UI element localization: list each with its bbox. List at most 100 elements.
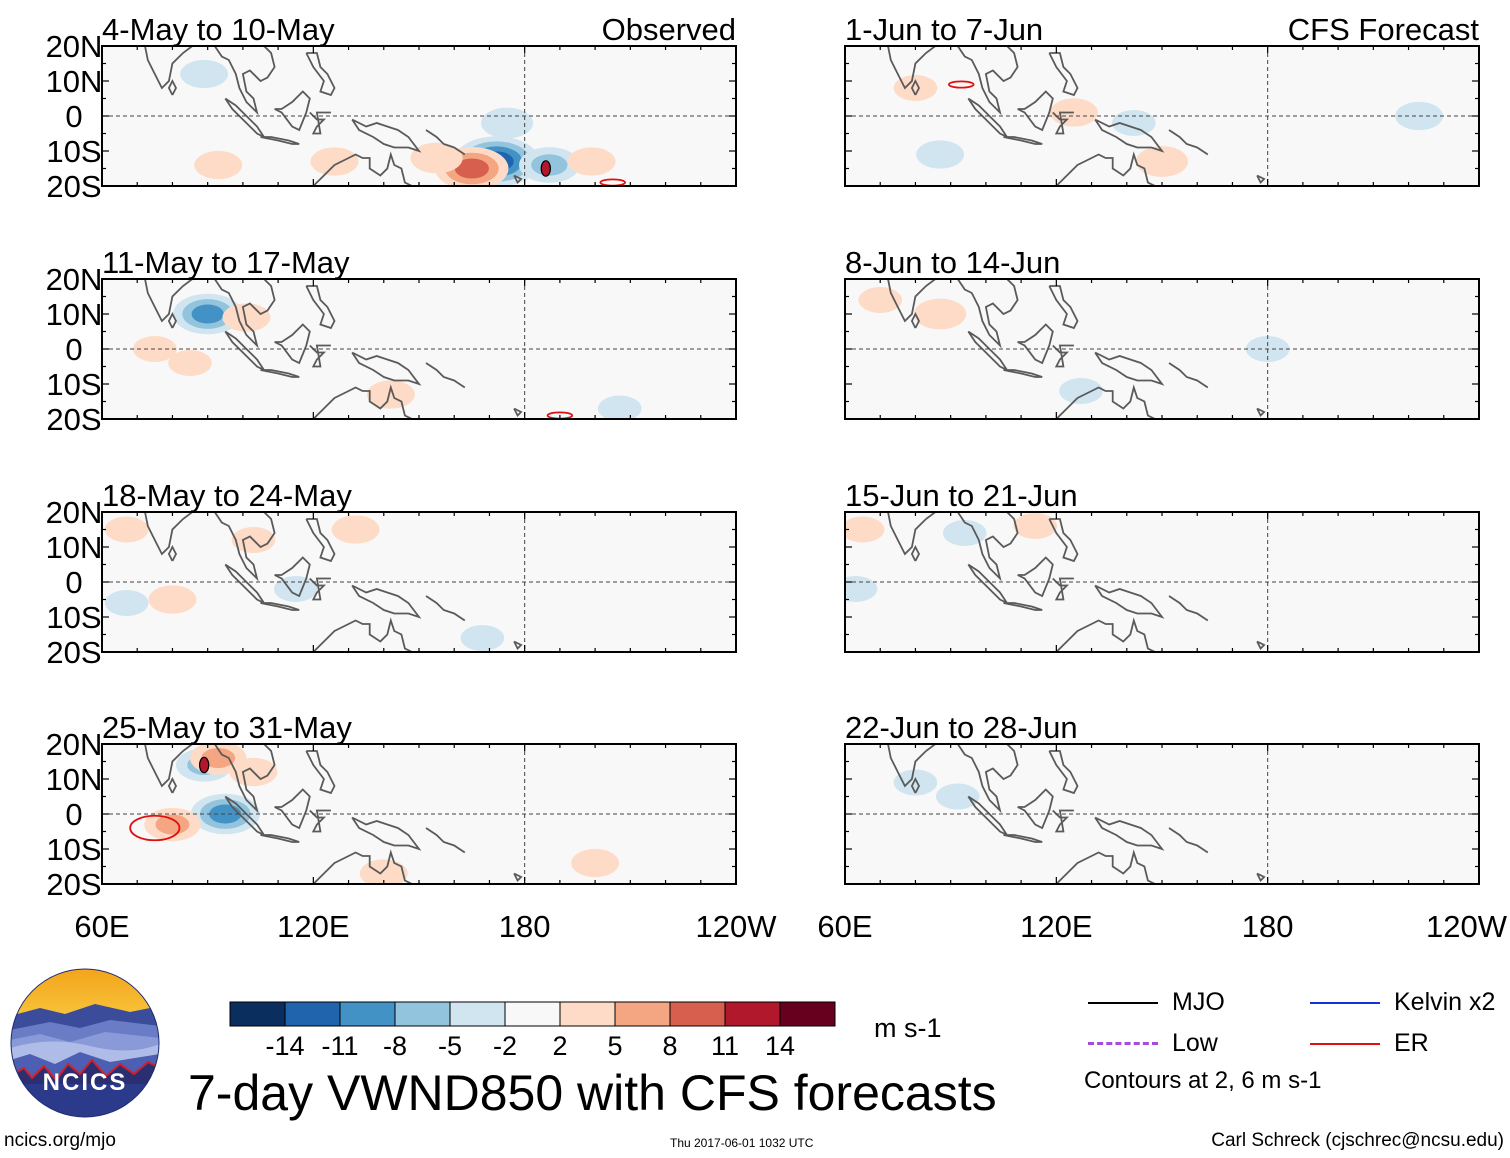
- colorbar-tick-label: -5: [438, 1031, 462, 1061]
- coastline-segment: [1056, 29, 1063, 40]
- y-tick-label: 20N: [46, 727, 103, 762]
- anomaly-field: [104, 515, 505, 651]
- legend-item-er: ER: [1310, 1029, 1429, 1058]
- coastline-segment: [910, 777, 921, 794]
- coastline-segment: [311, 617, 414, 652]
- x-tick-label: 120W: [1426, 909, 1508, 944]
- x-tick-label: 60E: [74, 909, 129, 944]
- coastline-segment: [1094, 351, 1165, 386]
- coastline-segment: [305, 750, 336, 795]
- anomaly-blob: [222, 303, 271, 332]
- anomaly-blob: [914, 298, 967, 330]
- colorbar-tick-label: 2: [552, 1031, 567, 1061]
- coastline-segment: [1256, 407, 1266, 418]
- coastline: [144, 46, 523, 186]
- y-tick-label: 20S: [46, 169, 101, 204]
- anomaly-field: [893, 75, 1444, 177]
- legend-line-kelvin: [1310, 1001, 1380, 1004]
- colorbar-swatch: [339, 1001, 396, 1027]
- coastline-segment: [274, 788, 311, 830]
- coastline-segment: [1054, 384, 1157, 419]
- coastline: [887, 512, 1266, 652]
- anomaly-blob: [935, 783, 980, 810]
- anomaly-blob: [331, 515, 380, 544]
- legend-item-mjo: MJO: [1088, 988, 1225, 1017]
- anomaly-blob: [148, 585, 197, 614]
- coastline-segment: [274, 556, 311, 598]
- coastline-segment: [311, 849, 414, 884]
- coastline-segment: [309, 577, 331, 601]
- coastline-segment: [1256, 640, 1266, 651]
- coastline-segment: [305, 518, 336, 563]
- coastline-segment: [144, 744, 276, 814]
- anomaly-blob: [410, 142, 463, 174]
- anomaly-blob: [893, 75, 938, 101]
- anomaly-blob: [104, 516, 149, 543]
- ncics-logo: NCICS: [10, 968, 160, 1118]
- coastline-segment: [167, 777, 178, 794]
- anomaly-field: [180, 59, 626, 186]
- coastline-segment: [472, 656, 479, 660]
- coastline-segment: [351, 118, 422, 153]
- coastline: [144, 279, 523, 427]
- main-title: 7-day VWND850 with CFS forecasts: [188, 1065, 997, 1121]
- coastline-segment: [1003, 834, 1043, 843]
- colorbar: -14 -11 -8 -5 -2 2 5 8 11 14: [229, 1001, 836, 1061]
- contour-er: [948, 80, 975, 89]
- coastline-segment: [513, 174, 523, 185]
- coastline-segment: [1094, 118, 1165, 153]
- x-tick-label: 180: [499, 909, 551, 944]
- panel-title: 4-May to 10-May: [102, 12, 335, 47]
- coastline-segment: [513, 640, 523, 651]
- contour-er: [129, 814, 181, 842]
- contour-mjo: [540, 160, 551, 177]
- map-panel: 8-Jun to 14-Jun: [844, 245, 1480, 420]
- anomaly-blob: [942, 520, 987, 546]
- coastline-segment: [260, 834, 300, 843]
- coastline-segment: [274, 323, 311, 365]
- legend-label-mjo: MJO: [1172, 988, 1225, 1016]
- coastline-segment: [910, 312, 921, 329]
- coastline: [887, 279, 1266, 419]
- panel-title: 18-May to 24-May: [102, 478, 352, 513]
- anomaly-field: [893, 769, 980, 810]
- anomaly-blob: [858, 287, 903, 313]
- coastline-segment: [472, 423, 479, 427]
- legend-label-low: Low: [1172, 1029, 1218, 1057]
- contour-mjo: [198, 756, 210, 774]
- coastline: [887, 744, 1266, 884]
- y-tick-label: 10N: [46, 530, 103, 565]
- coastline-segment: [311, 384, 414, 419]
- y-tick-label: 0: [65, 797, 82, 832]
- coastline-segment: [1052, 809, 1074, 833]
- site-link[interactable]: ncics.org/mjo: [4, 1130, 116, 1151]
- coastline-segment: [910, 545, 921, 562]
- anomaly-field: [132, 293, 642, 419]
- x-tick-label: 120E: [277, 909, 349, 944]
- coastline-segment: [425, 129, 466, 156]
- coastline-segment: [351, 351, 422, 386]
- y-tick-label: 0: [65, 565, 82, 600]
- coastline-segment: [1052, 344, 1074, 368]
- x-tick-label: 120E: [1020, 909, 1092, 944]
- anomaly-blob: [1013, 513, 1058, 539]
- coastline-segment: [309, 809, 331, 833]
- anomaly-blob: [845, 576, 878, 602]
- anomaly-blob: [1135, 146, 1189, 177]
- coastline-segment: [260, 136, 300, 145]
- anomaly-blob: [567, 147, 616, 176]
- credit: Carl Schreck (cjschrec@ncsu.edu): [1211, 1130, 1504, 1151]
- coastline-segment: [167, 545, 178, 562]
- anomaly-blob: [359, 859, 408, 884]
- column-header: Observed: [602, 12, 736, 47]
- legend-label-er: ER: [1394, 1029, 1429, 1057]
- coastline-segment: [1017, 323, 1054, 365]
- coastline-segment: [425, 827, 466, 854]
- coastline-segment: [1052, 577, 1074, 601]
- legend-line-mjo: [1088, 1001, 1158, 1004]
- coastline-segment: [425, 595, 466, 622]
